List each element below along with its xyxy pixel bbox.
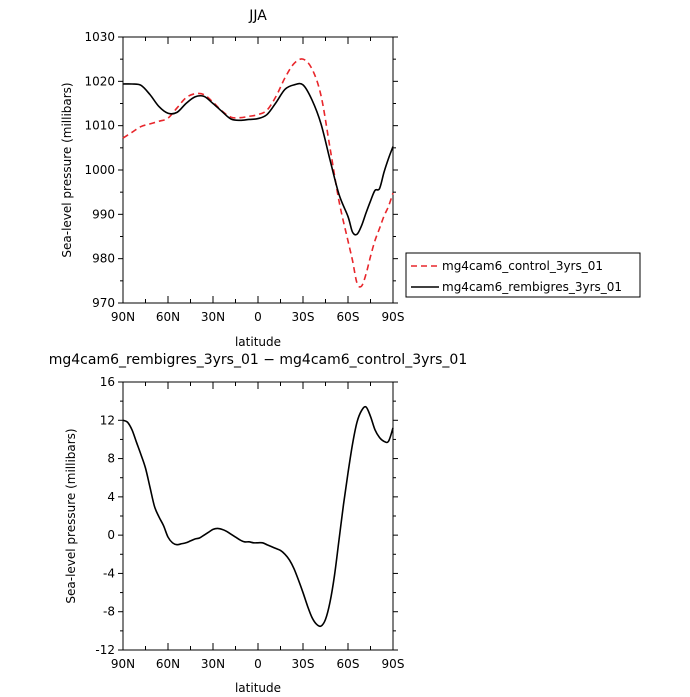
top-y-tick-label: 980 (92, 252, 115, 266)
legend-label-rembigres: mg4cam6_rembigres_3yrs_01 (442, 280, 622, 294)
top-x-tick-label: 30N (201, 310, 225, 324)
legend-label-control: mg4cam6_control_3yrs_01 (442, 259, 603, 273)
bottom-y-axis-label: Sea-level pressure (millibars) (64, 428, 78, 603)
legend: mg4cam6_control_3yrs_01 mg4cam6_rembigre… (405, 252, 641, 298)
legend-box (405, 252, 641, 298)
top-y-tick-label: 1010 (84, 119, 115, 133)
top-y-tick-label: 970 (92, 296, 115, 310)
bottom-x-tick-label: 30N (201, 657, 225, 671)
bottom-x-axis-label: latitude (235, 681, 281, 695)
top-chart-title: JJA (248, 8, 267, 24)
bottom-y-tick-label: 12 (100, 413, 115, 427)
top-panel: JJA 90N 60N 30N 0 30S 60S 90S 970 980 990 1000 1010… (60, 8, 404, 349)
top-x-tick-label: 0 (254, 310, 262, 324)
top-y-axis-label: Sea-level pressure (millibars) (60, 82, 74, 257)
bottom-y-tick-label: -12 (95, 643, 115, 657)
top-x-tick-label: 60N (156, 310, 180, 324)
bottom-y-tick-label: 0 (107, 528, 115, 542)
bottom-panel: mg4cam6_rembigres_3yrs_01 − mg4cam6_cont… (49, 352, 468, 695)
top-x-tick-label: 60S (337, 310, 360, 324)
bottom-y-tick-label: 4 (107, 490, 115, 504)
bottom-y-tick-label: -8 (103, 605, 115, 619)
top-x-tick-label: 90N (111, 310, 135, 324)
top-x-tick-label: 30S (292, 310, 315, 324)
bottom-plot-frame (122, 381, 394, 651)
top-series-line-1 (122, 82, 394, 236)
bottom-x-tick-label: 30S (292, 657, 315, 671)
bottom-y-tick-label: 8 (107, 452, 115, 466)
bottom-x-tick-label: 0 (254, 657, 262, 671)
bottom-y-tick-label: 16 (100, 375, 115, 389)
top-y-tick-label: 1000 (84, 163, 115, 177)
top-y-tick-label: 1020 (84, 74, 115, 88)
bottom-x-tick-label: 60S (337, 657, 360, 671)
top-x-tick-label: 90S (382, 310, 405, 324)
bottom-x-tick-label: 90S (382, 657, 405, 671)
bottom-x-tick-label: 90N (111, 657, 135, 671)
top-y-tick-label: 990 (92, 207, 115, 221)
top-y-tick-label: 1030 (84, 30, 115, 44)
top-x-axis-label: latitude (235, 335, 281, 349)
bottom-x-tick-label: 60N (156, 657, 180, 671)
bottom-series-line-0 (122, 405, 394, 628)
bottom-y-tick-label: -4 (103, 566, 115, 580)
top-series-line-0 (122, 58, 394, 288)
bottom-chart-title: mg4cam6_rembigres_3yrs_01 − mg4cam6_cont… (49, 352, 468, 368)
